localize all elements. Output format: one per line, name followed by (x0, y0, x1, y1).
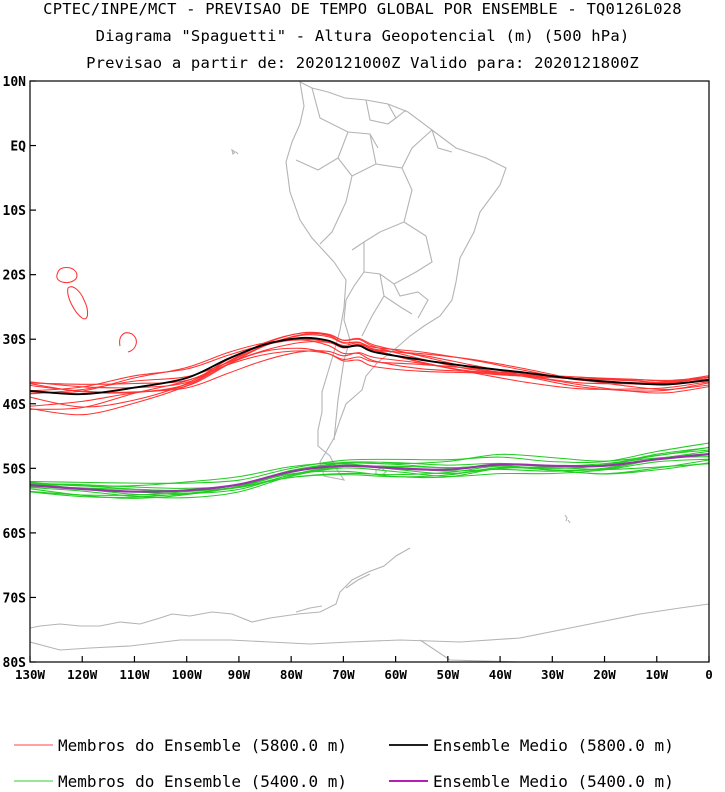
ensemble-member-5800 (30, 347, 709, 416)
header-title-line-1: CPTEC/INPE/MCT - PREVISAO DE TEMPO GLOBA… (43, 0, 682, 18)
latitude-axis: 10N EQ 10S 20S 30S 40S 50S 60S 70S 80S (3, 75, 36, 671)
country-borders (295, 87, 453, 441)
lat-label: EQ (10, 140, 26, 155)
lon-label: 100W (172, 667, 203, 682)
lat-label: 60S (3, 527, 27, 542)
lon-label: 110W (119, 667, 150, 682)
lon-label: 40W (489, 667, 512, 682)
ensemble-member-5400 (30, 463, 709, 499)
ensemble-mean-5800 (30, 336, 709, 396)
ensemble-member-5400 (30, 442, 709, 484)
lon-label: 50W (437, 667, 460, 682)
lon-label: 130W (15, 667, 46, 682)
closed-contour-5800 (56, 266, 78, 283)
lat-label: 70S (3, 591, 27, 606)
legend-label-mean-5800: Ensemble Medio (5800.0 m) (433, 736, 674, 755)
ensemble-member-5400 (30, 450, 709, 491)
ensemble-member-5800-loop (119, 332, 137, 353)
weddell-sea-coast (419, 639, 521, 662)
lon-label: 20W (593, 667, 616, 682)
galapagos-islands (231, 148, 239, 156)
lon-label: 80W (280, 667, 303, 682)
ensemble-member-5800 (30, 350, 709, 407)
lat-label: 10N (3, 75, 27, 90)
legend-label-mean-5400: Ensemble Medio (5400.0 m) (433, 772, 674, 791)
ensemble-member-5800 (30, 331, 709, 389)
longitude-axis: 130W 120W 110W 100W 90W 80W 70W 60W 50W 40W 30W 20W… (15, 656, 713, 682)
header-title-line-2: Diagrama "Spaguetti" - Altura Geopotenci… (95, 27, 630, 45)
lon-label: 30W (541, 667, 564, 682)
land-outlines (30, 81, 709, 662)
south-georgia (564, 514, 571, 524)
lon-label: 120W (67, 667, 98, 682)
ensemble-mean-5400 (30, 453, 709, 493)
lat-label: 20S (3, 269, 27, 284)
legend-label-members-5400: Membros do Ensemble (5400.0 m) (58, 772, 347, 791)
legend: Membros do Ensemble (5800.0 m) Ensemble … (14, 736, 674, 791)
header-title-line-3: Previsao a partir de: 2020121000Z Valido… (86, 54, 639, 72)
lat-label: 30S (3, 333, 27, 348)
lon-label: 10W (645, 667, 668, 682)
legend-label-members-5800: Membros do Ensemble (5800.0 m) (58, 736, 347, 755)
lon-label: 0 (705, 667, 713, 682)
map-frame (29, 80, 710, 663)
lat-label: 50S (3, 462, 27, 477)
ensemble-member-5400 (30, 449, 709, 492)
lon-label: 90W (228, 667, 251, 682)
lon-label: 70W (332, 667, 355, 682)
antarctic-peninsula (30, 547, 411, 629)
ensemble-member-5800 (30, 350, 709, 410)
contour-layer (30, 266, 709, 499)
south-america-coastline (285, 81, 507, 481)
lat-label: 10S (3, 204, 27, 219)
lat-label: 80S (3, 656, 27, 671)
lon-label: 60W (384, 667, 407, 682)
closed-contour-5800 (67, 286, 89, 320)
ensemble-member-5400 (30, 462, 709, 498)
lat-label: 40S (3, 398, 27, 413)
antarctica-coastline (30, 603, 709, 651)
